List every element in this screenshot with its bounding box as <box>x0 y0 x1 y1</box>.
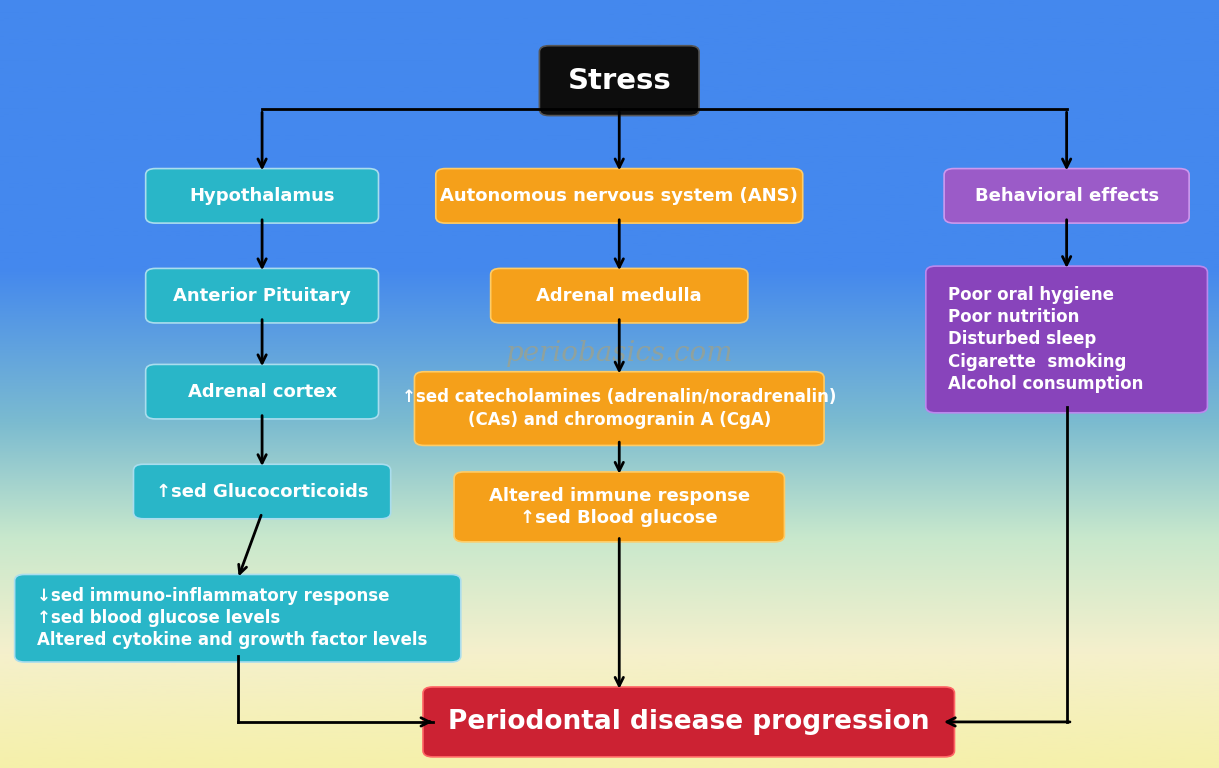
FancyBboxPatch shape <box>539 46 698 115</box>
Text: periobasics.com: periobasics.com <box>506 339 733 367</box>
FancyBboxPatch shape <box>453 472 784 542</box>
FancyBboxPatch shape <box>414 372 824 445</box>
Text: Adrenal cortex: Adrenal cortex <box>188 382 336 401</box>
Text: ↑sed catecholamines (adrenalin/noradrenalin)
(CAs) and chromogranin A (CgA): ↑sed catecholamines (adrenalin/noradrena… <box>402 389 836 429</box>
FancyBboxPatch shape <box>133 464 390 519</box>
Text: Autonomous nervous system (ANS): Autonomous nervous system (ANS) <box>440 187 798 205</box>
FancyBboxPatch shape <box>436 169 803 223</box>
Text: Adrenal medulla: Adrenal medulla <box>536 286 702 305</box>
Text: Behavioral effects: Behavioral effects <box>974 187 1159 205</box>
Text: Periodontal disease progression: Periodontal disease progression <box>449 709 929 735</box>
Text: Altered immune response
↑sed Blood glucose: Altered immune response ↑sed Blood gluco… <box>489 487 750 527</box>
FancyBboxPatch shape <box>423 687 954 757</box>
FancyBboxPatch shape <box>15 574 461 662</box>
Text: Hypothalamus: Hypothalamus <box>189 187 335 205</box>
Text: Poor oral hygiene
Poor nutrition
Disturbed sleep
Cigarette  smoking
Alcohol cons: Poor oral hygiene Poor nutrition Disturb… <box>947 286 1143 393</box>
FancyBboxPatch shape <box>944 169 1189 223</box>
FancyBboxPatch shape <box>145 365 378 419</box>
Text: ↓sed immuno-inflammatory response
↑sed blood glucose levels
Altered cytokine and: ↓sed immuno-inflammatory response ↑sed b… <box>37 587 427 650</box>
FancyBboxPatch shape <box>925 266 1207 413</box>
Text: ↑sed Glucocorticoids: ↑sed Glucocorticoids <box>156 482 368 501</box>
FancyBboxPatch shape <box>145 268 378 323</box>
Text: Anterior Pituitary: Anterior Pituitary <box>173 286 351 305</box>
FancyBboxPatch shape <box>490 268 747 323</box>
FancyBboxPatch shape <box>145 169 378 223</box>
Text: Stress: Stress <box>567 67 672 94</box>
